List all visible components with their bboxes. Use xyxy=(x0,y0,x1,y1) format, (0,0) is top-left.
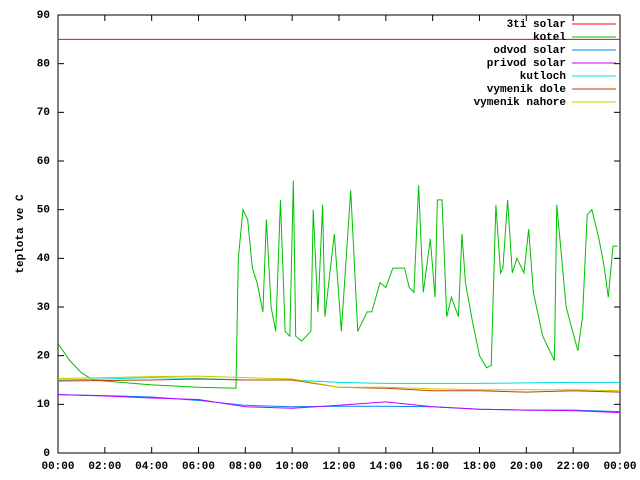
x-tick-label: 16:00 xyxy=(416,461,449,473)
x-tick-label: 14:00 xyxy=(369,461,402,473)
x-tick-label: 00:00 xyxy=(603,461,636,473)
y-tick-label: 50 xyxy=(37,205,50,217)
legend-label: kotel xyxy=(533,32,566,44)
x-tick-label: 12:00 xyxy=(322,461,355,473)
y-tick-label: 70 xyxy=(37,107,50,119)
y-tick-label: 40 xyxy=(37,253,50,265)
x-tick-label: 00:00 xyxy=(41,461,74,473)
y-tick-label: 90 xyxy=(37,10,50,22)
series-line xyxy=(57,180,618,389)
y-tick-label: 80 xyxy=(37,59,50,71)
series-line xyxy=(57,394,621,414)
legend-label: vymenik dole xyxy=(487,84,567,96)
x-tick-label: 08:00 xyxy=(229,461,262,473)
series-line xyxy=(57,377,620,384)
x-tick-label: 06:00 xyxy=(182,461,215,473)
x-tick-label: 20:00 xyxy=(510,461,543,473)
x-tick-label: 10:00 xyxy=(276,461,309,473)
x-tick-label: 02:00 xyxy=(88,461,121,473)
legend-label: vymenik nahore xyxy=(474,97,567,109)
y-axis-label: teplota ve C xyxy=(15,194,27,274)
y-tick-label: 10 xyxy=(37,399,50,411)
x-tick-label: 18:00 xyxy=(463,461,496,473)
legend-label: kutloch xyxy=(520,71,566,83)
y-tick-label: 20 xyxy=(37,351,50,363)
legend-label: odvod solar xyxy=(493,45,566,57)
x-tick-label: 04:00 xyxy=(135,461,168,473)
legend-label: privod solar xyxy=(487,58,566,70)
y-tick-label: 60 xyxy=(37,156,50,168)
y-tick-label: 30 xyxy=(37,302,50,314)
legend-label: 3ti solar xyxy=(507,19,566,31)
series-line xyxy=(57,375,621,392)
x-tick-label: 22:00 xyxy=(557,461,590,473)
y-tick-label: 0 xyxy=(43,448,50,460)
